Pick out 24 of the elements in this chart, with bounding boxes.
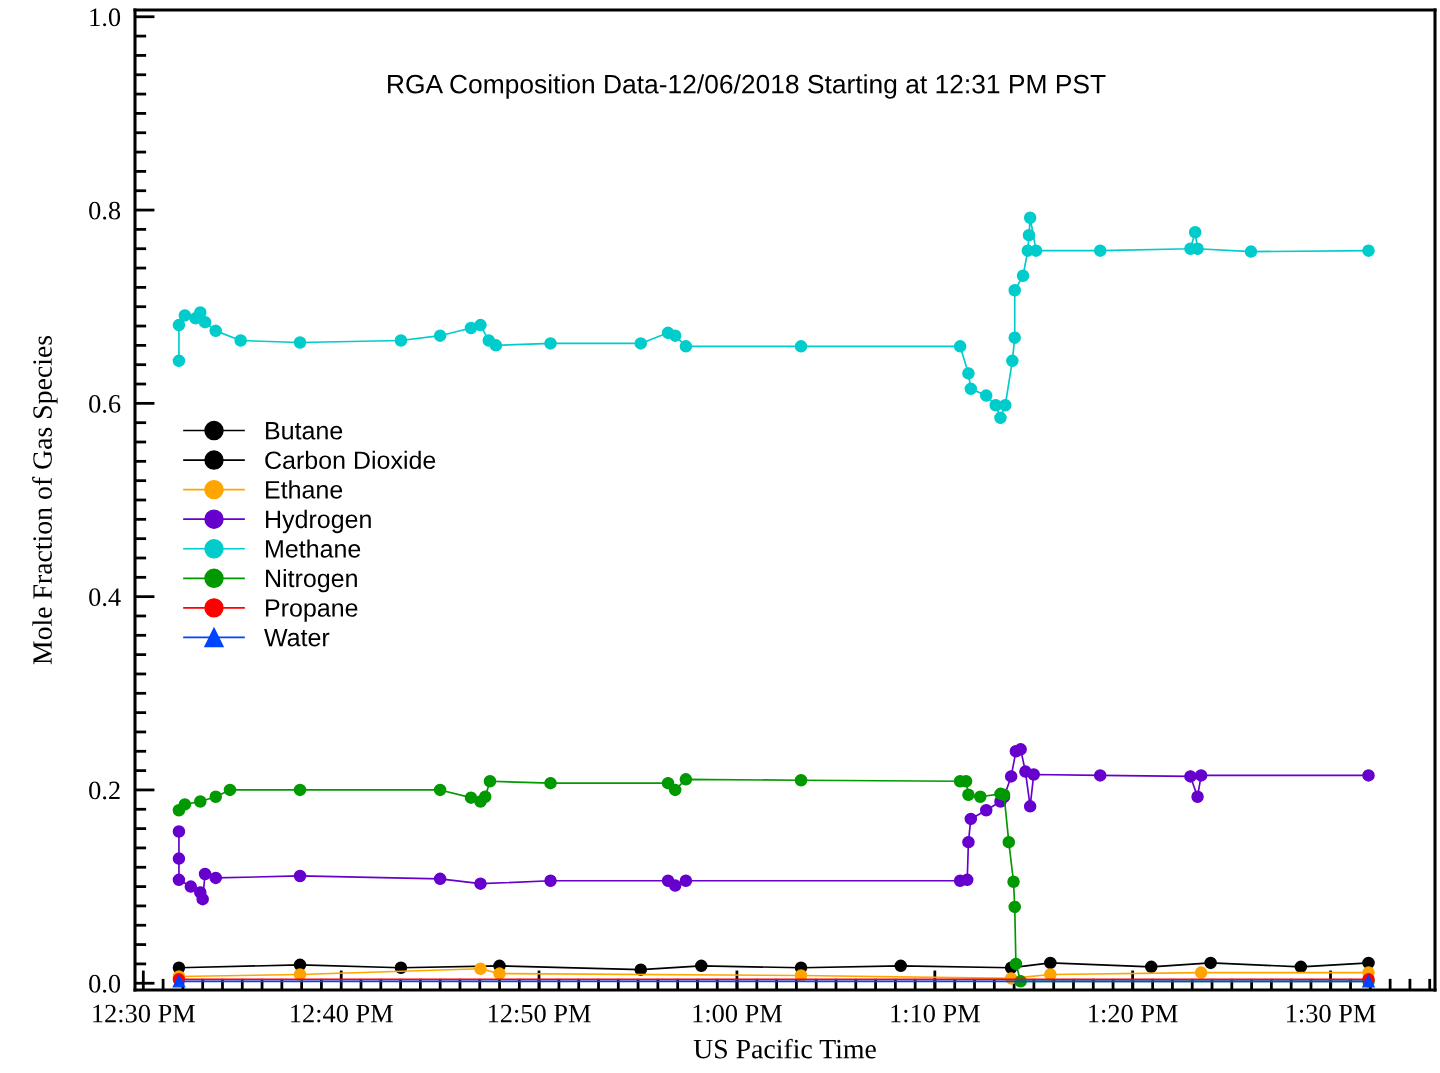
x-tick-label: 1:10 PM [891,1004,980,1023]
y-tick-label: 0.4 [89,588,121,607]
y-tick-label: 0.2 [89,781,120,800]
x-axis-title: US Pacific Time [693,1038,876,1059]
legend-label: Methane [266,539,361,558]
legend-label: Butane [266,422,343,440]
y-tick-label: 0.0 [89,974,121,993]
x-tick-label: 12:40 PM [291,1004,393,1023]
y-tick-label: 0.8 [89,201,121,220]
legend-label: Ethane [266,480,343,499]
text: RGA Composition Data-12/06/2018 Starting at 12:31 PM PST [388,74,1106,99]
x-tick-label: 1:30 PM [1287,1004,1376,1023]
y-tick-label: 1.0 [90,8,121,27]
y-axis-title: Mole Fraction of Gas Species [32,335,58,665]
legend-label: Water [264,628,330,647]
x-tick-label: 1:20 PM [1089,1004,1178,1023]
x-tick-label: 12:30 PM [93,1004,195,1023]
y-tick-label: 0.6 [89,394,121,413]
legend-label: Carbon Dioxide [265,450,436,470]
legend-label: Nitrogen [266,568,357,593]
legend-label: Hydrogen [266,509,371,534]
x-tick-label: 12:50 PM [488,1004,591,1023]
legend-label: Propane [266,599,358,622]
x-tick-label: 1:00 PM [693,1004,782,1023]
